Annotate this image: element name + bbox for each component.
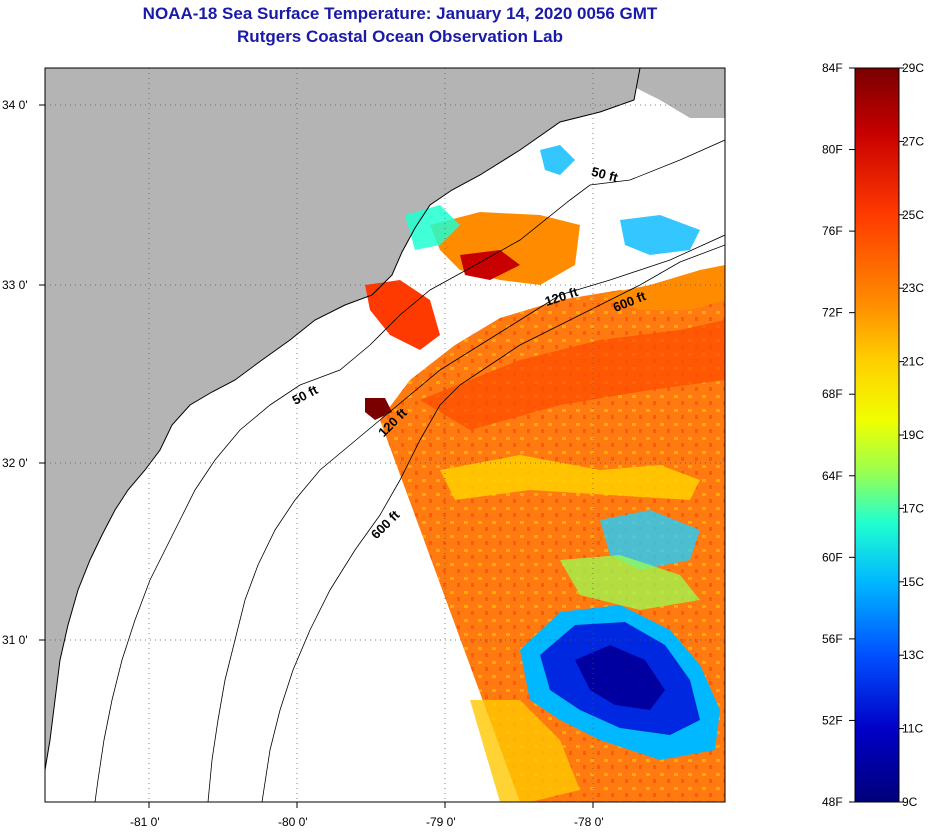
colorbar-fahrenheit-label: 48F xyxy=(822,795,843,809)
colorbar-celsius-label: 29C xyxy=(902,61,924,75)
lat-tick-label: 32 0' xyxy=(2,456,28,470)
colorbar-gradient xyxy=(854,67,900,803)
lat-tick-label: 31 0' xyxy=(2,633,28,647)
colorbar-fahrenheit-label: 68F xyxy=(822,387,843,401)
land-mass xyxy=(45,68,640,770)
land-northeast xyxy=(605,68,725,118)
lat-tick-label: 33 0' xyxy=(2,278,28,292)
lon-tick-label: -81 0' xyxy=(130,815,160,829)
sst-nearshore-patch-7 xyxy=(620,215,700,255)
colorbar-celsius-label: 13C xyxy=(902,648,924,662)
colorbar-fahrenheit-label: 64F xyxy=(822,469,843,483)
map-title: NOAA-18 Sea Surface Temperature: January… xyxy=(142,4,658,23)
colorbar-celsius-label: 21C xyxy=(902,355,924,369)
colorbar-fahrenheit-label: 60F xyxy=(822,550,843,564)
colorbar-celsius-label: 11C xyxy=(902,722,923,736)
sst-cool-filament-2 xyxy=(600,510,700,570)
sst-nearshore-patch-5 xyxy=(365,398,392,420)
coastline xyxy=(45,68,641,771)
sst-yellow-south xyxy=(470,700,580,802)
sst-nearshore-patch-8 xyxy=(600,265,725,310)
map-area xyxy=(45,68,725,802)
sst-warm-band xyxy=(420,320,725,430)
lat-tick-label: 34 0' xyxy=(2,98,28,112)
colorbar-celsius-label: 15C xyxy=(902,575,924,589)
contour-600ft xyxy=(261,244,725,802)
colorbar-celsius-label: 23C xyxy=(902,281,924,295)
contour-label-50ft-north: 50 ft xyxy=(590,164,620,186)
sst-cool-filament-3 xyxy=(560,555,700,610)
sst-nearshore-patch-3 xyxy=(460,250,520,280)
sst-cold-eddy-core xyxy=(575,645,665,710)
lon-tick-label: -79 0' xyxy=(426,815,456,829)
colorbar-celsius-label: 25C xyxy=(902,208,924,222)
colorbar-celsius-label: 17C xyxy=(902,501,924,515)
colorbar-fahrenheit-label: 56F xyxy=(822,632,843,646)
axis-ticks xyxy=(39,104,594,808)
colorbar-fahrenheit-label: 76F xyxy=(822,224,843,238)
colorbar-fahrenheit-label: 84F xyxy=(822,61,843,75)
lon-tick-label: -78 0' xyxy=(574,815,604,829)
sst-cool-filament-1 xyxy=(440,455,700,500)
contour-120ft xyxy=(207,234,725,802)
map-subtitle: Rutgers Coastal Ocean Observation Lab xyxy=(237,27,563,46)
contour-50ft xyxy=(94,139,725,802)
colorbar-celsius-label: 19C xyxy=(902,428,924,442)
graticule xyxy=(45,68,725,802)
colorbar-celsius-label: 9C xyxy=(902,795,918,809)
sst-nearshore-patch-2 xyxy=(405,205,460,250)
colorbar-fahrenheit-label: 80F xyxy=(822,143,843,157)
sst-nearshore-patch-6 xyxy=(540,145,575,175)
colorbar-fahrenheit-label: 52F xyxy=(822,713,843,727)
lon-tick-label: -80 0' xyxy=(278,815,308,829)
colorbar-fahrenheit-label: 72F xyxy=(822,306,843,320)
colorbar-celsius-label: 27C xyxy=(902,134,924,148)
colorbar: 84F 80F 76F 72F 68F 64F 60F 56F 52F 48F 29C 27C 25C… xyxy=(822,61,924,809)
map-frame xyxy=(44,67,726,803)
